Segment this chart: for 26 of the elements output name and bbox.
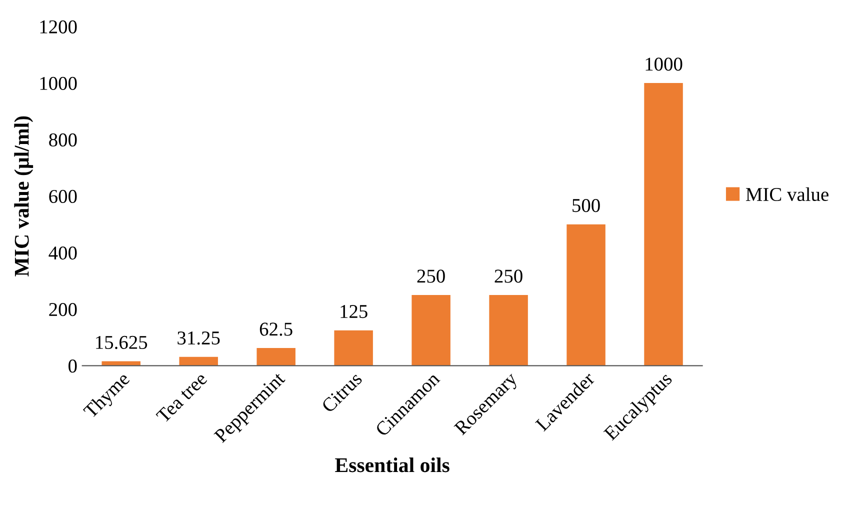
data-label: 250 bbox=[417, 270, 445, 283]
x-axis-title: Essential oils bbox=[335, 458, 450, 472]
data-label: 15.625 bbox=[96, 336, 148, 350]
bar bbox=[644, 83, 683, 366]
y-tick-label: 400 bbox=[48, 246, 77, 260]
y-tick-label: 600 bbox=[49, 190, 77, 204]
data-label: 500 bbox=[572, 198, 600, 212]
y-tick-label: 200 bbox=[49, 302, 77, 316]
data-label: 31.25 bbox=[178, 332, 220, 345]
bar bbox=[566, 224, 606, 366]
y-tick-label: 0 bbox=[68, 360, 77, 373]
bar bbox=[334, 330, 373, 366]
bar bbox=[179, 356, 218, 366]
data-label: 62.5 bbox=[260, 322, 292, 336]
bar bbox=[256, 348, 296, 366]
data-label: 250 bbox=[494, 270, 522, 283]
y-axis-title: MIC value (µl/ml) bbox=[14, 116, 34, 276]
legend-label: MIC value bbox=[746, 187, 828, 202]
x-tick-label: Tea tree bbox=[156, 372, 208, 424]
y-tick-label: 1200 bbox=[40, 20, 77, 34]
bar bbox=[412, 295, 450, 366]
y-tick-label: 800 bbox=[49, 133, 77, 147]
y-tick-label: 1000 bbox=[40, 76, 77, 90]
data-label: 1000 bbox=[646, 58, 682, 71]
bar bbox=[489, 295, 528, 366]
data-label: 125 bbox=[340, 305, 368, 318]
